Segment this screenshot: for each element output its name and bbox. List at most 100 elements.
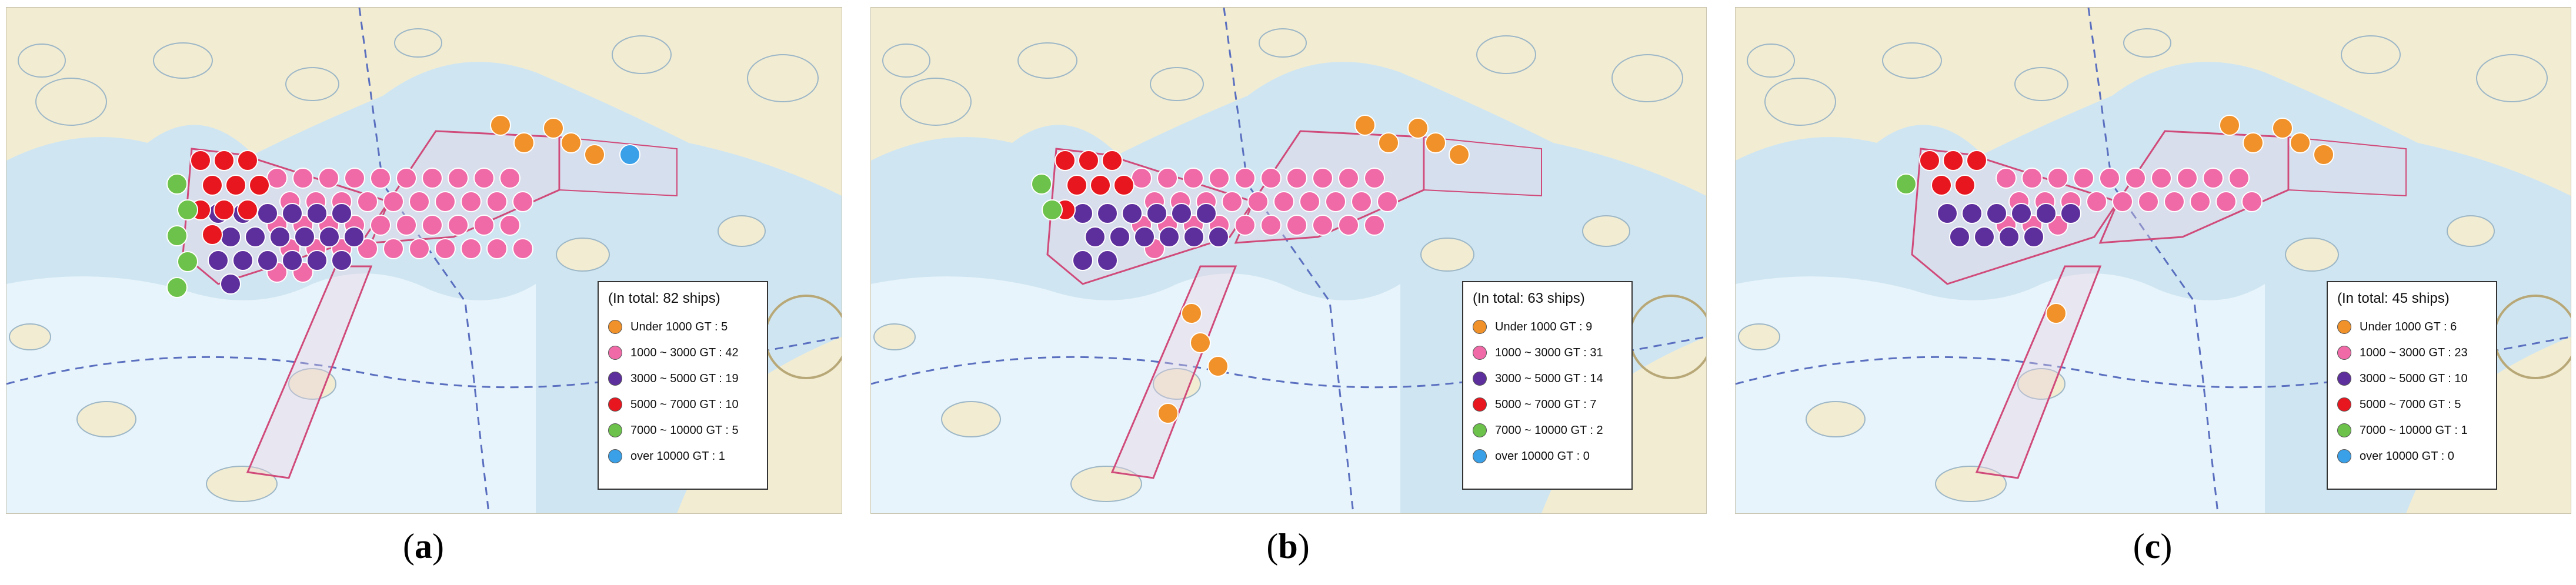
ship-marker (1183, 168, 1204, 189)
ship-marker (1325, 191, 1346, 212)
ship-marker (1954, 175, 1976, 196)
island (1070, 466, 1142, 502)
swatch-purple (608, 372, 622, 386)
ship-marker (2047, 168, 2068, 189)
ship-marker (177, 199, 198, 220)
ship-marker (202, 175, 223, 196)
ship-marker (269, 226, 291, 248)
deep-sea (6, 273, 536, 513)
ship-marker (1961, 203, 1983, 224)
ship-marker (1209, 168, 1230, 189)
legend-item: over 10000 GT : 0 (1473, 443, 1622, 469)
anchorage-area (1110, 265, 1237, 479)
ship-marker (331, 250, 352, 271)
ship-marker (499, 168, 520, 189)
ship-marker (1364, 215, 1385, 236)
ship-marker (1949, 226, 1970, 248)
ship-marker (2228, 168, 2250, 189)
ship-marker (2313, 144, 2334, 165)
legend-item: 3000 ~ 5000 GT : 10 (2337, 366, 2487, 392)
ship-marker (1234, 168, 1256, 189)
island (2285, 238, 2339, 272)
ship-marker (1102, 150, 1123, 171)
legend-label: Under 1000 GT : 9 (1495, 320, 1593, 333)
legend-total: (In total: 63 ships) (1473, 290, 1585, 306)
ship-marker (331, 203, 352, 224)
ship-marker (396, 168, 417, 189)
swatch-orange (1473, 320, 1487, 334)
ship-marker (190, 150, 211, 171)
ship-marker (486, 191, 508, 212)
island (394, 28, 442, 58)
legend-item: over 10000 GT : 0 (2337, 443, 2487, 469)
ship-marker (473, 168, 495, 189)
ship-marker (1131, 168, 1152, 189)
ship-marker (409, 238, 430, 259)
ship-marker (1109, 226, 1130, 248)
ship-marker (1157, 168, 1178, 189)
ship-marker (2151, 168, 2172, 189)
ship-marker (1974, 226, 1995, 248)
island (1153, 368, 1201, 400)
legend-label: 7000 ~ 10000 GT : 1 (2360, 423, 2468, 437)
ship-marker (1312, 168, 1333, 189)
island (206, 466, 278, 502)
ship-marker (619, 144, 640, 165)
caption-b: (b) (1266, 527, 1310, 566)
ship-marker (383, 238, 404, 259)
legend-label: Under 1000 GT : 6 (2360, 320, 2457, 333)
legend-item: Under 1000 GT : 6 (2337, 314, 2487, 340)
ship-marker (220, 226, 241, 248)
panel-b: (In total: 63 ships) Under 1000 GT : 9 1… (870, 7, 1707, 514)
ship-marker (435, 238, 456, 259)
ship-marker (1425, 132, 1446, 153)
ship-marker (1159, 226, 1180, 248)
island (1420, 238, 1474, 272)
ship-marker (422, 215, 443, 236)
ship-marker (357, 191, 378, 212)
ship-marker (512, 238, 533, 259)
ship-marker (306, 250, 328, 271)
ship-marker (2177, 168, 2198, 189)
ship-marker (422, 168, 443, 189)
ship-marker (2046, 303, 2067, 324)
legend-item: Under 1000 GT : 9 (1473, 314, 1622, 340)
ship-marker (1937, 203, 1958, 224)
island (1259, 28, 1307, 58)
ship-marker (2241, 191, 2263, 212)
fairway-line (1223, 8, 1354, 513)
ship-marker (2243, 132, 2264, 153)
island (9, 323, 51, 350)
ship-marker (1055, 150, 1076, 171)
legend-label: 5000 ~ 7000 GT : 7 (1495, 397, 1597, 411)
island (1611, 54, 1683, 102)
anchorage-area (1975, 265, 2102, 479)
ship-marker (2112, 191, 2133, 212)
ship-marker (2011, 203, 2032, 224)
ship-marker (166, 173, 188, 195)
island (612, 35, 672, 74)
ship-marker (448, 168, 469, 189)
ship-marker (2036, 203, 2057, 224)
ship-marker (1354, 115, 1376, 136)
swatch-green (2337, 423, 2351, 437)
ship-marker (357, 238, 378, 259)
legend-label: 5000 ~ 7000 GT : 10 (630, 397, 739, 411)
ship-marker (166, 225, 188, 246)
ship-marker (1171, 203, 1192, 224)
ship-marker (584, 144, 605, 165)
ship-marker (1207, 356, 1229, 377)
ship-marker (1134, 226, 1155, 248)
ship-marker (2023, 226, 2044, 248)
ship-marker (1286, 168, 1307, 189)
ship-marker (1931, 175, 1952, 196)
legend-label: 7000 ~ 10000 GT : 5 (630, 423, 739, 437)
ship-marker (177, 251, 198, 272)
ship-marker (1896, 173, 1917, 195)
ship-marker (2125, 168, 2146, 189)
legend-label: over 10000 GT : 0 (1495, 449, 1590, 463)
ship-marker (1996, 168, 2017, 189)
ship-marker (1031, 173, 1052, 195)
ship-marker (1260, 168, 1282, 189)
swatch-red (2337, 397, 2351, 412)
